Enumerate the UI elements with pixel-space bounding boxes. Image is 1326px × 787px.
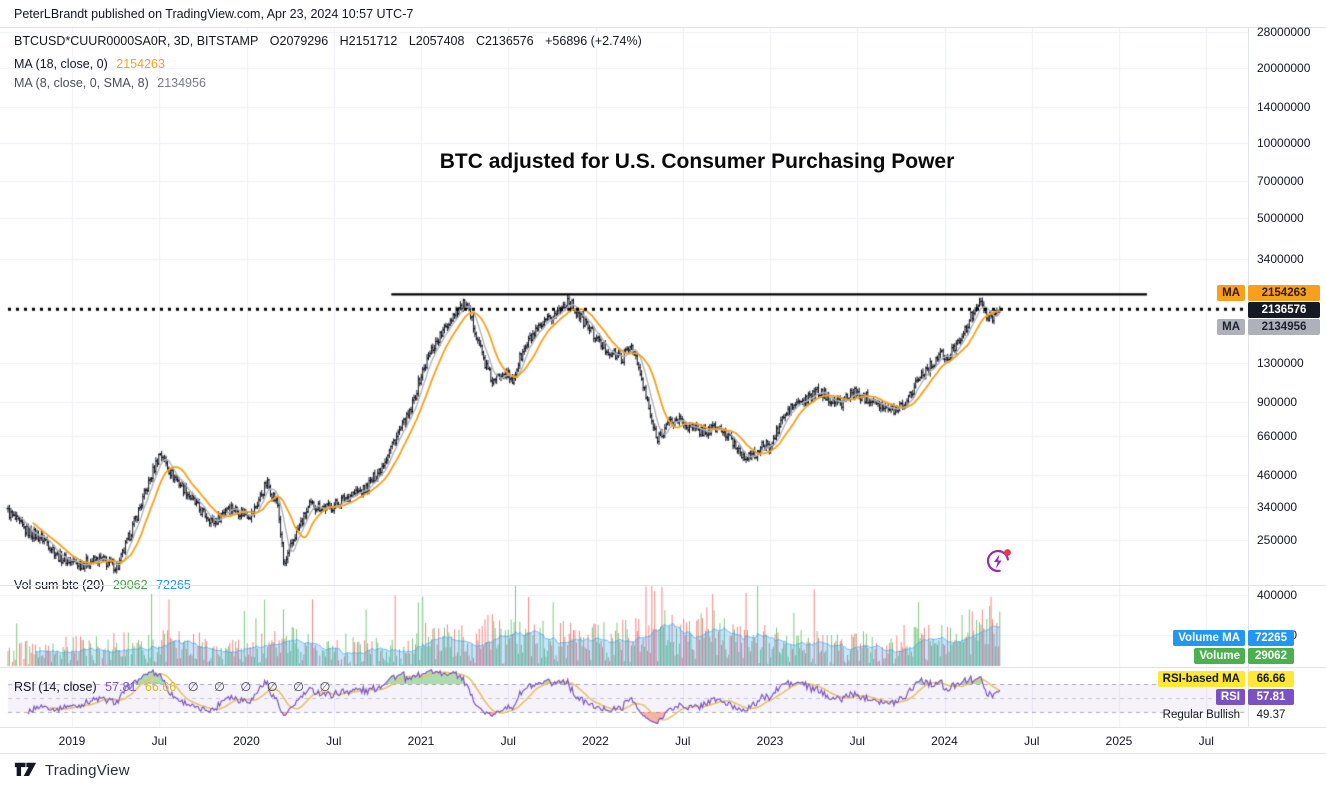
rsi-empty-inputs: ∅ ∅ ∅ ∅ ∅ ∅	[187, 680, 337, 694]
price-scale-divider	[1248, 28, 1249, 753]
price-axis-label: 900000	[1257, 395, 1298, 410]
volume-ma-badge-label: Volume MA	[1173, 630, 1245, 646]
time-axis-label: Jul	[849, 734, 865, 748]
ma18-price-badge: MA 2154263	[1217, 285, 1320, 301]
rsi-ma-badge-label: RSI-based MA	[1157, 671, 1245, 687]
ma-chip: MA	[1217, 285, 1245, 301]
ma18-value: 2154263	[116, 57, 165, 71]
price-axis-label: 460000	[1257, 467, 1298, 482]
price-axis-label: 20000000	[1257, 61, 1311, 76]
volume-ma-badge: Volume MA 72265	[1173, 630, 1294, 646]
volume-pane-divider[interactable]	[0, 585, 1326, 586]
price-axis-label: 28000000	[1257, 25, 1311, 39]
ohlc-change: +56896 (+2.74%)	[545, 34, 642, 48]
price-axis-label: 3400000	[1257, 252, 1304, 267]
price-axis-label: 660000	[1257, 428, 1298, 443]
symbol-legend-row[interactable]: BTCUSD*CUUR0000SA0R, 3D, BITSTAMP O20792…	[14, 34, 650, 48]
ohlc-close: C2136576	[475, 34, 534, 48]
ma18-legend-row[interactable]: MA (18, close, 0) 2154263	[14, 57, 165, 71]
volume-axis-label: 400000	[1257, 588, 1298, 602]
time-axis-label: Jul	[500, 734, 516, 748]
time-axis-label: Jul	[326, 734, 342, 748]
rsi-badge-label: RSI	[1215, 689, 1245, 705]
price-axis-label: 250000	[1257, 533, 1298, 548]
ma8-price-badge: MA 2134956	[1217, 319, 1320, 335]
volume-ma-badge-value: 72265	[1248, 630, 1294, 646]
volume-badge: Volume 29062	[1194, 648, 1294, 664]
time-axis-label: Jul	[675, 734, 691, 748]
divergence-label: Regular Bullish	[1162, 709, 1240, 721]
tradingview-brand[interactable]: TradingView	[45, 762, 130, 779]
rsi-ma-badge-value: 66.66	[1248, 671, 1294, 687]
price-axis-label: 1300000	[1257, 355, 1304, 370]
lightning-bubble-icon[interactable]	[983, 544, 1015, 576]
price-axis-label: 14000000	[1257, 99, 1311, 114]
price-axis-label: 340000	[1257, 500, 1298, 515]
time-axis-label: Jul	[1024, 734, 1040, 748]
rsi-value: 57.81	[105, 680, 137, 694]
ma8-legend-row[interactable]: MA (8, close, 0, SMA, 8) 2134956	[14, 76, 206, 90]
ma8-badge-value: 2134956	[1248, 319, 1320, 335]
header-divider	[0, 27, 1326, 28]
ohlc-low: L2057408	[408, 34, 465, 48]
ma18-badge-value: 2154263	[1248, 285, 1320, 301]
tradingview-logo-icon[interactable]	[14, 760, 37, 782]
rsi-legend-label: RSI (14, close)	[14, 680, 97, 694]
chart-annotation-title[interactable]: BTC adjusted for U.S. Consumer Purchasin…	[439, 150, 955, 173]
rsi-ma-badge: RSI-based MA 66.66	[1157, 671, 1294, 687]
rsi-ma-value: 66.66	[144, 680, 177, 694]
volume-badge-value: 29062	[1248, 648, 1294, 664]
rsi-badge-value: 57.81	[1248, 689, 1294, 705]
price-axis-label: 7000000	[1257, 174, 1304, 189]
price-axis-label: 10000000	[1257, 135, 1311, 150]
published-attribution: PeterLBrandt published on TradingView.co…	[14, 7, 414, 21]
ohlc-open: O2079296	[269, 34, 329, 48]
divergence-badge: Regular Bullish 49.37	[1158, 707, 1294, 723]
time-axis-label: 2023	[756, 734, 784, 748]
time-axis-label: 2024	[931, 734, 958, 748]
volume-badge-label: Volume	[1194, 648, 1245, 664]
ma8-value: 2134956	[157, 76, 206, 90]
ma-chip: MA	[1217, 319, 1245, 335]
ohlc-high: H2151712	[339, 34, 398, 48]
time-axis-label: Jul	[151, 734, 167, 748]
time-axis-label: 2025	[1105, 734, 1133, 748]
symbol-name: BTCUSD*CUUR0000SA0R, 3D, BITSTAMP	[14, 34, 259, 48]
footer-bar: TradingView	[0, 753, 1326, 787]
ma8-label: MA (8, close, 0, SMA, 8)	[14, 76, 149, 90]
rsi-badge: RSI 57.81	[1215, 689, 1294, 705]
price-axis-label: 5000000	[1257, 210, 1304, 225]
time-axis-label: Jul	[1198, 734, 1214, 748]
rsi-pane-divider[interactable]	[0, 667, 1326, 668]
last-price-value: 2136576	[1248, 302, 1320, 318]
ma18-label: MA (18, close, 0)	[14, 57, 108, 71]
time-axis-label: 2020	[233, 734, 260, 748]
time-axis-label: 2021	[407, 734, 435, 748]
time-axis-label: 2019	[58, 734, 86, 748]
rsi-legend-row[interactable]: RSI (14, close) 57.81 66.66 ∅ ∅ ∅ ∅ ∅ ∅	[14, 679, 336, 694]
time-axis-label: 2022	[582, 734, 609, 748]
divergence-value: 49.37	[1256, 709, 1286, 721]
last-price-badge: 2136576	[1248, 302, 1320, 318]
time-scale[interactable]: 2019 Jul 2020 Jul 2021 Jul 2022 Jul 2023 Jul 2024 J…	[0, 727, 1326, 754]
